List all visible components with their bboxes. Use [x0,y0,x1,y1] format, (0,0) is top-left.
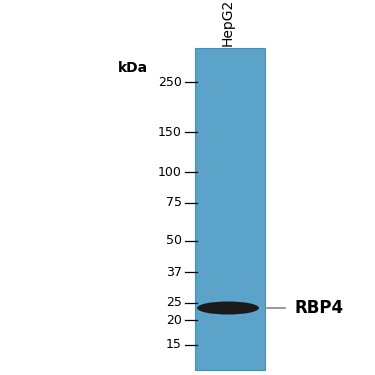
Text: 20: 20 [166,314,182,327]
Text: 37: 37 [166,266,182,279]
Text: 150: 150 [158,126,182,138]
Text: 15: 15 [166,339,182,351]
Text: kDa: kDa [118,61,148,75]
Text: 100: 100 [158,165,182,178]
Bar [195,48,265,370]
Ellipse shape [197,302,259,315]
Text: RBP4: RBP4 [295,299,344,317]
Text: 75: 75 [166,196,182,210]
Text: HepG2: HepG2 [221,0,235,46]
Text: 50: 50 [166,234,182,248]
Text: 250: 250 [158,75,182,88]
Text: 25: 25 [166,297,182,309]
